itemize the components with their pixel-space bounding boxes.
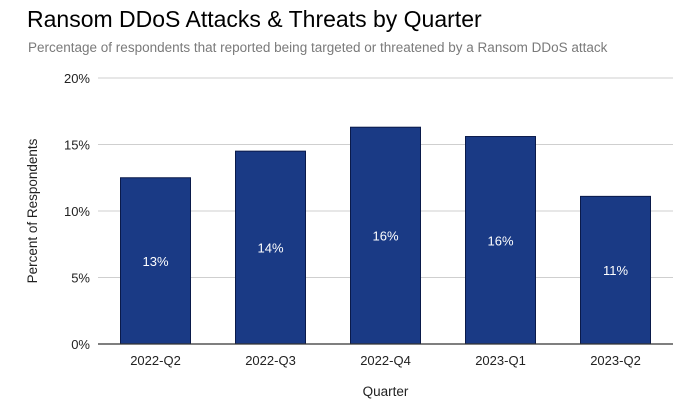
chart-subtitle: Percentage of respondents that reported …	[28, 40, 608, 55]
y-tick-label: 20%	[64, 71, 90, 86]
data-label: 13%	[142, 254, 168, 269]
y-tick-label: 5%	[71, 271, 90, 286]
y-tick-label: 0%	[71, 337, 90, 352]
bar	[235, 150, 306, 345]
chart-title: Ransom DDoS Attacks & Threats by Quarter	[27, 6, 482, 32]
x-tick-label: 2022-Q2	[130, 353, 181, 368]
y-axis-title: Percent of Respondents	[25, 138, 40, 283]
x-tick-label: 2022-Q4	[360, 353, 411, 368]
x-axis-title: Quarter	[363, 384, 409, 399]
data-label: 16%	[487, 233, 513, 248]
x-tick-label: 2023-Q2	[590, 353, 641, 368]
data-label: 11%	[603, 263, 628, 278]
y-tick-label: 15%	[64, 138, 90, 153]
bar	[350, 126, 421, 345]
bar	[120, 177, 191, 345]
x-tick-label: 2023-Q1	[475, 353, 526, 368]
bar	[465, 136, 536, 345]
y-tick-label: 10%	[64, 204, 90, 219]
x-tick-label: 2022-Q3	[245, 353, 296, 368]
data-label: 14%	[257, 241, 283, 256]
data-label: 16%	[372, 229, 398, 244]
